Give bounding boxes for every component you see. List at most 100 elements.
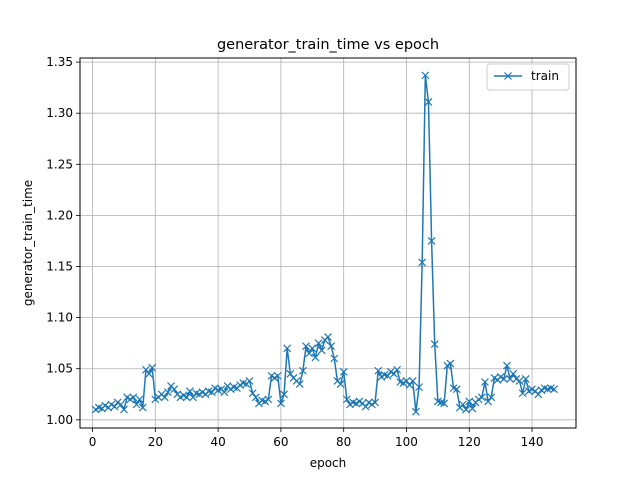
legend-box [486, 63, 570, 91]
data-point [374, 366, 383, 375]
data-point [342, 395, 351, 404]
x-tick-label: 120 [458, 435, 481, 449]
data-point [383, 371, 392, 380]
x-tick-label: 40 [210, 435, 225, 449]
data-point [389, 369, 398, 378]
data-point [408, 377, 417, 385]
data-point [276, 399, 285, 408]
legend: train [486, 63, 570, 91]
data-point [534, 390, 543, 399]
data-point [440, 399, 449, 408]
data-point [245, 377, 254, 385]
data-point [283, 344, 292, 353]
data-point [424, 98, 433, 106]
data-point [302, 342, 310, 351]
data-point [515, 377, 524, 385]
legend-marker-x [504, 72, 512, 80]
data-point [120, 405, 128, 414]
data-point [503, 361, 511, 370]
legend-marker-glyph [504, 72, 512, 80]
data-point [148, 363, 157, 372]
data-point [160, 393, 169, 402]
y-tick-label: 1.10 [46, 311, 73, 325]
data-point [481, 378, 489, 386]
data-point [273, 371, 282, 380]
data-point [163, 388, 172, 397]
data-point [145, 369, 153, 378]
data-point [477, 393, 486, 402]
data-point [129, 393, 138, 402]
data-point [421, 71, 430, 80]
y-tick-label: 1.00 [46, 413, 73, 427]
data-point [339, 367, 348, 376]
data-point [446, 359, 455, 368]
legend-label-train: train [531, 69, 559, 83]
data-point [405, 381, 414, 389]
data-point [182, 393, 191, 402]
data-point [314, 339, 323, 348]
y-tick-label: 1.05 [46, 362, 73, 376]
data-point [484, 397, 493, 406]
chart-title: generator_train_time vs epoch [217, 37, 439, 53]
data-point [452, 385, 461, 394]
data-point [189, 393, 197, 402]
data-point [550, 385, 558, 394]
data-point [327, 342, 336, 351]
y-tick-label: 1.30 [46, 106, 73, 120]
y-axis-label: generator_train_time [21, 180, 35, 306]
data-point [170, 385, 179, 394]
series-layer [91, 71, 558, 416]
x-tick-label: 100 [395, 435, 418, 449]
data-point [286, 369, 295, 378]
x-tick-label: 140 [521, 435, 544, 449]
data-point [324, 333, 332, 341]
y-tick-label: 1.20 [46, 208, 73, 222]
data-point [132, 400, 141, 409]
data-point [135, 395, 144, 404]
data-point [506, 375, 515, 383]
data-point [518, 389, 527, 398]
data-point [305, 349, 314, 358]
y-tick-label: 1.25 [46, 157, 73, 171]
data-point [415, 383, 423, 392]
data-point [141, 365, 150, 374]
x-axis-ticks: 0 20 40 60 80 100 120 140 [89, 428, 544, 449]
x-tick-label: 20 [148, 435, 163, 449]
data-point [311, 353, 320, 362]
data-point [411, 407, 420, 416]
plot-frame [79, 57, 577, 429]
data-point [280, 390, 288, 399]
data-point [499, 375, 508, 383]
data-point [295, 380, 304, 388]
data-point [462, 405, 471, 414]
data-point [207, 388, 216, 397]
x-tick-label: 0 [89, 435, 97, 449]
data-point [248, 389, 257, 398]
data-point [402, 377, 411, 385]
data-point [116, 400, 125, 409]
grid-lines [80, 58, 576, 428]
data-point [330, 354, 339, 363]
data-point [264, 395, 273, 404]
data-point [361, 402, 370, 411]
data-point [138, 403, 147, 412]
data-point [430, 340, 439, 349]
data-point [468, 404, 477, 413]
data-point [220, 388, 229, 397]
data-point [459, 400, 467, 409]
data-point [465, 397, 474, 406]
data-point [298, 366, 307, 375]
data-point [521, 375, 530, 383]
data-point [185, 387, 194, 396]
data-point [509, 369, 518, 378]
data-point [110, 402, 119, 411]
data-point [317, 346, 326, 355]
x-tick-label: 60 [273, 435, 288, 449]
data-point [427, 237, 436, 245]
y-tick-label: 1.15 [46, 260, 73, 274]
data-point [418, 258, 427, 267]
data-point [393, 365, 401, 374]
data-point [371, 398, 380, 407]
data-point [487, 393, 496, 402]
